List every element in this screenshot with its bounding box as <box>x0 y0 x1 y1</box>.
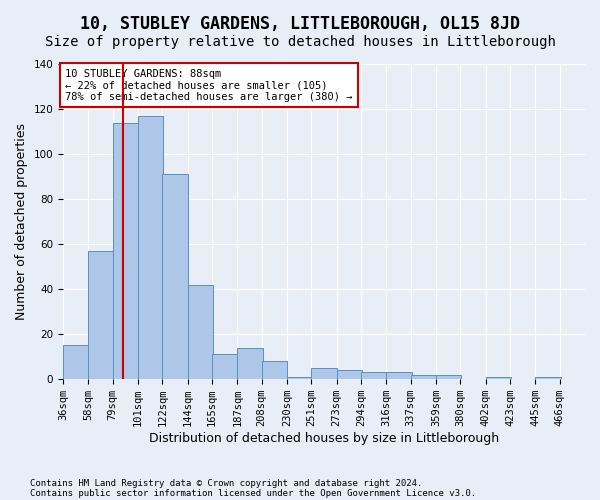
Bar <box>238 348 263 379</box>
Bar <box>163 174 188 379</box>
X-axis label: Distribution of detached houses by size in Littleborough: Distribution of detached houses by size … <box>149 432 499 445</box>
Bar <box>311 368 337 379</box>
Bar <box>138 116 163 379</box>
Bar <box>361 372 386 379</box>
Y-axis label: Number of detached properties: Number of detached properties <box>15 123 28 320</box>
Bar <box>535 377 561 379</box>
Bar <box>436 374 461 379</box>
Bar <box>410 374 436 379</box>
Bar <box>485 377 511 379</box>
Bar <box>337 370 362 379</box>
Text: Contains public sector information licensed under the Open Government Licence v3: Contains public sector information licen… <box>30 488 476 498</box>
Text: 10, STUBLEY GARDENS, LITTLEBOROUGH, OL15 8JD: 10, STUBLEY GARDENS, LITTLEBOROUGH, OL15… <box>80 15 520 33</box>
Bar <box>113 122 138 379</box>
Text: Contains HM Land Registry data © Crown copyright and database right 2024.: Contains HM Land Registry data © Crown c… <box>30 478 422 488</box>
Bar <box>188 284 213 379</box>
Bar <box>212 354 238 379</box>
Bar <box>287 377 313 379</box>
Bar <box>63 346 88 379</box>
Text: Size of property relative to detached houses in Littleborough: Size of property relative to detached ho… <box>44 35 556 49</box>
Bar <box>386 372 412 379</box>
Text: 10 STUBLEY GARDENS: 88sqm
← 22% of detached houses are smaller (105)
78% of semi: 10 STUBLEY GARDENS: 88sqm ← 22% of detac… <box>65 68 353 102</box>
Bar <box>262 361 287 379</box>
Bar <box>88 251 114 379</box>
